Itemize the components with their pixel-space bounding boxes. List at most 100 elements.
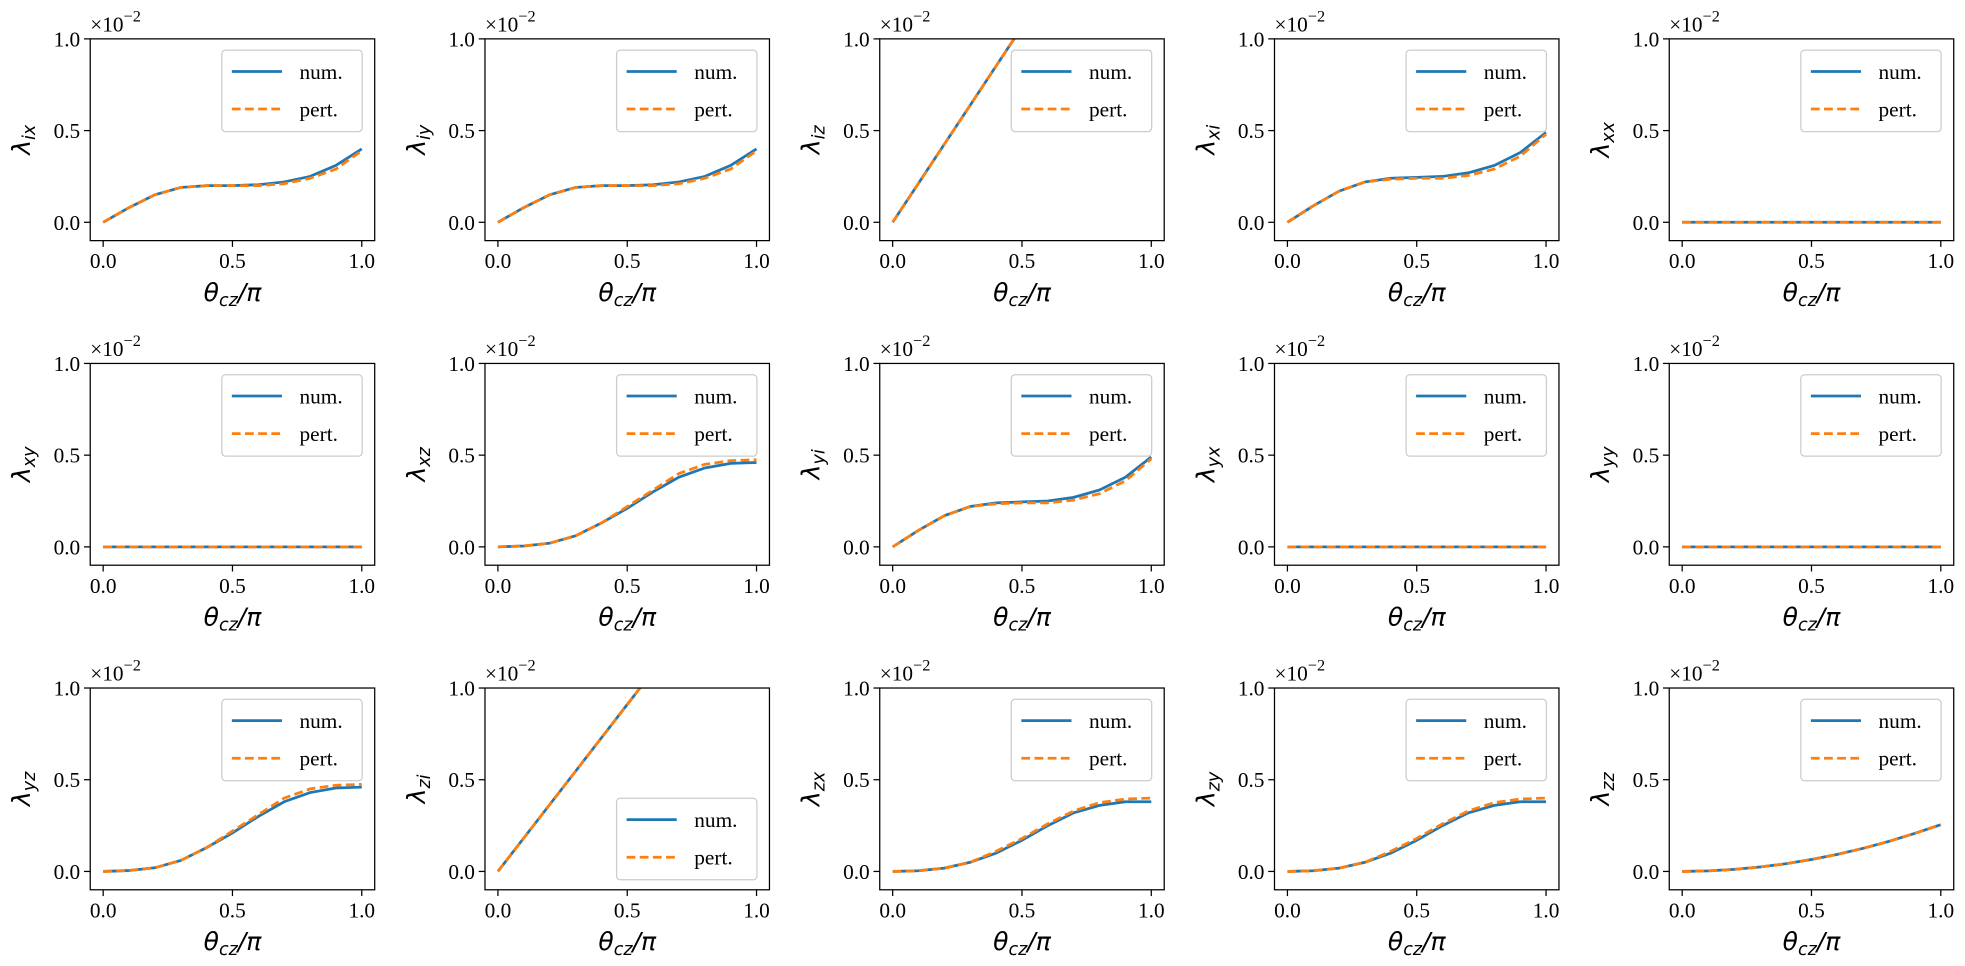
line-series — [892, 800, 1152, 873]
y-tick-label: 1.0 — [1238, 352, 1265, 376]
x-tick-label: 1.0 — [1927, 898, 1954, 922]
x-label-rest: /π — [1420, 602, 1446, 631]
x-label-sub: cz — [614, 940, 634, 960]
y-axis-label: λyi — [797, 449, 830, 481]
offset-label: ×10−2 — [90, 6, 141, 36]
legend-label: pert. — [1484, 422, 1522, 446]
y-tick-label: 0.5 — [843, 444, 870, 468]
x-label-rest: /π — [1025, 602, 1051, 631]
offset-exp: −2 — [1703, 6, 1720, 25]
subplot: 0.0 0.5 1.0 0.0 0.5 1.0 ×10−2 θcz/π λyi num. pert. — [797, 331, 1165, 635]
y-label-symbol: λ — [402, 789, 431, 806]
y-axis-label: λxy — [7, 446, 40, 484]
subplot: 0.0 0.5 1.0 0.0 0.5 1.0 ×10−2 θcz/π λzy num. pert. — [1191, 655, 1560, 960]
y-label-sub: zy — [1204, 771, 1224, 792]
offset-base: ×10 — [485, 337, 518, 361]
y-tick-label: 0.5 — [1633, 119, 1660, 143]
legend-label: num. — [1089, 60, 1132, 84]
x-label-rest: /π — [236, 602, 262, 631]
y-tick-label: 0.5 — [1238, 768, 1265, 792]
y-label-sub: iy — [415, 124, 435, 140]
offset-label: ×10−2 — [1669, 331, 1720, 361]
x-axis-label: θcz/π — [1783, 278, 1842, 311]
subplot: 0.0 0.5 1.0 0.0 0.5 1.0 ×10−2 θcz/π λxy num. pert. — [7, 331, 376, 635]
line-series — [103, 782, 362, 873]
x-tick-label: 0.0 — [485, 898, 512, 922]
line-series — [1286, 133, 1547, 224]
offset-exp: −2 — [913, 655, 930, 674]
x-label-sub: cz — [219, 291, 239, 311]
x-label-rest: /π — [236, 278, 262, 307]
subplot: 0.0 0.5 1.0 0.0 0.5 1.0 ×10−2 θcz/π λxx num. pert. — [1586, 6, 1955, 311]
line-series — [1287, 800, 1547, 873]
y-label-sub: zz — [1599, 771, 1619, 791]
y-axis-label: λxz — [402, 446, 435, 483]
axes-frame — [879, 687, 1165, 891]
y-label-symbol: λ — [1191, 467, 1220, 484]
offset-label: ×10−2 — [485, 655, 536, 685]
x-label-sub: cz — [1008, 940, 1028, 960]
legend-label: num. — [1089, 709, 1132, 733]
x-label-symbol: θ — [598, 927, 613, 956]
axes-frame — [484, 38, 771, 242]
offset-base: ×10 — [880, 12, 913, 36]
line-series — [891, 38, 1016, 224]
x-label-rest: /π — [1025, 278, 1051, 307]
y-label-sub: zx — [810, 771, 830, 792]
offset-exp: −2 — [1308, 331, 1325, 350]
subplot: 0.0 0.5 1.0 0.0 0.5 1.0 ×10−2 θcz/π λxz num. pert. — [402, 331, 771, 635]
subplot: 0.0 0.5 1.0 0.0 0.5 1.0 ×10−2 θcz/π λiz num. pert. — [797, 6, 1165, 311]
y-tick-label: 0.5 — [54, 768, 81, 792]
y-tick-label: 0.5 — [1238, 444, 1265, 468]
y-label-symbol: λ — [1191, 791, 1220, 808]
legend-label: num. — [300, 60, 343, 84]
x-axis-label: θcz/π — [1783, 602, 1842, 635]
x-axis-label: θcz/π — [993, 927, 1052, 960]
x-label-sub: cz — [1403, 940, 1423, 960]
x-tick-label: 0.0 — [1669, 898, 1696, 922]
offset-label: ×10−2 — [1274, 655, 1325, 685]
y-tick-label: 0.0 — [54, 211, 81, 235]
x-label-sub: cz — [1403, 291, 1423, 311]
y-tick-label: 1.0 — [1633, 677, 1660, 701]
x-tick-label: 0.5 — [1403, 574, 1430, 598]
x-label-rest: /π — [631, 927, 657, 956]
offset-label: ×10−2 — [880, 655, 931, 685]
x-label-symbol: θ — [1783, 602, 1798, 631]
line-series — [497, 461, 757, 549]
y-axis-label: λiz — [797, 125, 830, 157]
x-tick-label: 1.0 — [1533, 574, 1560, 598]
subplot: 0.0 0.5 1.0 0.0 0.5 1.0 ×10−2 θcz/π λyx num. pert. — [1191, 331, 1560, 635]
legend-label: pert. — [1089, 422, 1127, 446]
y-tick-label: 0.0 — [1238, 211, 1265, 235]
y-tick-label: 0.0 — [843, 211, 870, 235]
x-tick-label: 0.0 — [879, 898, 906, 922]
x-tick-label: 1.0 — [1138, 249, 1165, 273]
y-tick-label: 0.0 — [1633, 860, 1660, 884]
axes-frame — [1273, 362, 1560, 566]
legend: num. pert. — [1800, 374, 1942, 457]
x-label-sub: cz — [1403, 615, 1423, 635]
y-label-sub: yz — [20, 771, 40, 792]
subplot: 0.0 0.5 1.0 0.0 0.5 1.0 ×10−2 θcz/π λzx num. pert. — [797, 655, 1165, 960]
x-axis-label: θcz/π — [993, 602, 1052, 635]
y-tick-label: 0.0 — [54, 535, 81, 559]
y-label-symbol: λ — [402, 467, 431, 484]
y-axis-label: λiy — [402, 124, 435, 157]
subplot: 0.0 0.5 1.0 0.0 0.5 1.0 ×10−2 θcz/π λzz num. pert. — [1586, 655, 1955, 960]
y-tick-label: 0.0 — [448, 860, 475, 884]
offset-base: ×10 — [1274, 12, 1307, 36]
x-label-symbol: θ — [598, 278, 613, 307]
x-label-sub: cz — [1008, 615, 1028, 635]
y-tick-label: 0.5 — [1238, 119, 1265, 143]
legend-label: num. — [694, 60, 737, 84]
legend-label: pert. — [1484, 98, 1522, 122]
axes-frame — [484, 362, 771, 566]
x-label-symbol: θ — [204, 602, 219, 631]
legend-label: pert. — [300, 747, 338, 771]
axes-frame — [89, 687, 376, 891]
y-axis-label: λyz — [7, 771, 40, 808]
axes-frame — [879, 362, 1165, 566]
x-label-rest: /π — [1420, 278, 1446, 307]
